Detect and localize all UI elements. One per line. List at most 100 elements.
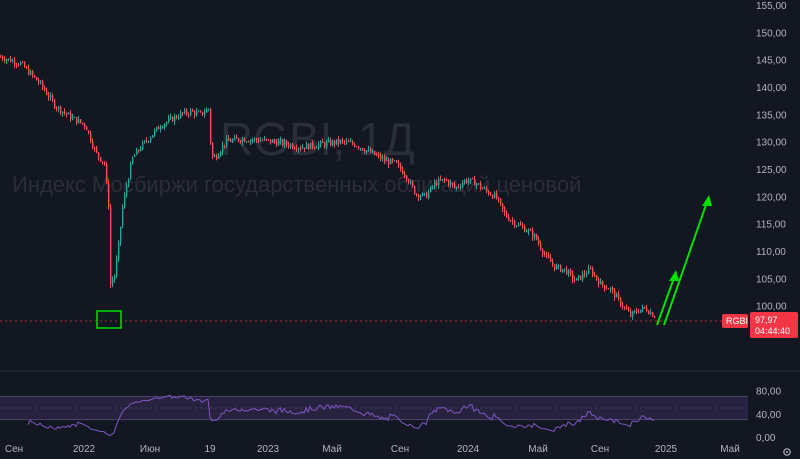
price-pane[interactable] bbox=[0, 54, 748, 329]
candle-body bbox=[234, 137, 236, 140]
candle-body bbox=[606, 288, 608, 290]
candle-body bbox=[196, 111, 198, 116]
candle-body bbox=[20, 62, 22, 65]
rsi-pane[interactable]: 80,00 40,00 0,00 bbox=[0, 387, 781, 444]
candle-body bbox=[24, 62, 26, 68]
candle-body bbox=[580, 275, 582, 280]
candle-body bbox=[246, 141, 248, 143]
price-axis[interactable]: 155,00 150,00 145,00 140,00 135,00 130,00 125,… bbox=[756, 1, 787, 313]
candle-body bbox=[14, 60, 16, 65]
price-tick-label: 130,00 bbox=[756, 138, 787, 149]
candle-body bbox=[178, 117, 180, 119]
candle-body bbox=[400, 164, 402, 170]
candle-body bbox=[182, 112, 184, 114]
candle-body bbox=[152, 135, 154, 138]
candle-body bbox=[322, 141, 324, 144]
candle-body bbox=[138, 149, 140, 151]
candle-body bbox=[466, 179, 468, 183]
candle-body bbox=[108, 182, 110, 208]
candle-body bbox=[470, 178, 472, 181]
candle-body bbox=[74, 117, 76, 118]
candle-body bbox=[444, 179, 446, 180]
candle-body bbox=[250, 140, 252, 142]
price-tick-label: 100,00 bbox=[756, 302, 787, 313]
candle-body bbox=[390, 158, 392, 165]
rsi-axis[interactable]: 80,00 40,00 0,00 bbox=[756, 387, 781, 444]
time-axis[interactable]: Сен 2022 Июн 19 2023 Май Сен 2024 Май Сен 2025 Май bbox=[5, 444, 740, 455]
candle-body bbox=[446, 179, 448, 181]
candle-body bbox=[462, 183, 464, 187]
candle-body bbox=[420, 195, 422, 198]
candle-body bbox=[346, 141, 348, 142]
candle-body bbox=[654, 316, 656, 318]
candle-body bbox=[506, 212, 508, 218]
candle-body bbox=[596, 275, 598, 280]
candle-body bbox=[640, 309, 642, 313]
watermark-name: Индекс Мосбиржи государственных облигаци… bbox=[12, 172, 581, 197]
candle-body bbox=[366, 150, 368, 152]
candle-body bbox=[300, 148, 302, 150]
candle-body bbox=[88, 130, 90, 133]
candle-body bbox=[652, 312, 654, 317]
candle-body bbox=[486, 188, 488, 192]
candle-body bbox=[264, 138, 266, 141]
candle-body bbox=[262, 140, 264, 142]
candle-body bbox=[136, 149, 138, 156]
candle-body bbox=[206, 109, 208, 113]
candle-body bbox=[276, 141, 278, 146]
candle-body bbox=[450, 182, 452, 185]
price-tag: RGBI 97,97 04:44:40 bbox=[722, 312, 798, 338]
candle-body bbox=[598, 279, 600, 285]
candle-body bbox=[612, 288, 614, 290]
candle-body bbox=[422, 193, 424, 196]
candle-body bbox=[570, 270, 572, 273]
candle-body bbox=[164, 124, 166, 128]
candle-body bbox=[340, 139, 342, 144]
candle-body bbox=[644, 306, 646, 309]
candle-body bbox=[436, 182, 438, 186]
candle-body bbox=[396, 160, 398, 163]
candle-body bbox=[480, 183, 482, 189]
candle-body bbox=[562, 269, 564, 272]
candle-body bbox=[564, 268, 566, 270]
time-tick-label: Май bbox=[720, 444, 740, 455]
candle-body bbox=[316, 147, 318, 149]
candle-body bbox=[584, 273, 586, 275]
candle-body bbox=[326, 141, 328, 147]
candle-body bbox=[52, 95, 54, 101]
candle-body bbox=[72, 117, 74, 120]
price-tag-symbol: RGBI bbox=[726, 316, 748, 326]
candle-body bbox=[554, 264, 556, 270]
candle-body bbox=[534, 234, 536, 238]
candle-body bbox=[140, 148, 142, 151]
candle-body bbox=[330, 140, 332, 146]
time-tick-label: 2025 bbox=[655, 444, 678, 455]
candle-body bbox=[208, 109, 210, 110]
candle-body bbox=[558, 265, 560, 266]
candle-body bbox=[496, 192, 498, 199]
candle-body bbox=[44, 87, 46, 91]
candle-body bbox=[404, 173, 406, 176]
candle-body bbox=[528, 230, 530, 232]
candle-body bbox=[210, 109, 212, 143]
candle-body bbox=[308, 143, 310, 150]
candle-body bbox=[176, 116, 178, 118]
candle-body bbox=[200, 111, 202, 113]
candle-body bbox=[520, 224, 522, 226]
candle-body bbox=[184, 110, 186, 114]
time-tick-label: Сен bbox=[5, 444, 23, 455]
candle-body bbox=[414, 186, 416, 195]
candle-body bbox=[286, 140, 288, 145]
candle-body bbox=[272, 140, 274, 143]
candle-body bbox=[568, 270, 570, 275]
candle-body bbox=[332, 140, 334, 146]
candle-body bbox=[628, 309, 630, 312]
candle-body bbox=[468, 180, 470, 183]
candle-body bbox=[338, 139, 340, 144]
gear-icon[interactable] bbox=[783, 448, 791, 456]
candle-body bbox=[314, 147, 316, 149]
candle-body bbox=[312, 142, 314, 148]
candle-body bbox=[226, 138, 228, 146]
candle-body bbox=[96, 148, 98, 153]
